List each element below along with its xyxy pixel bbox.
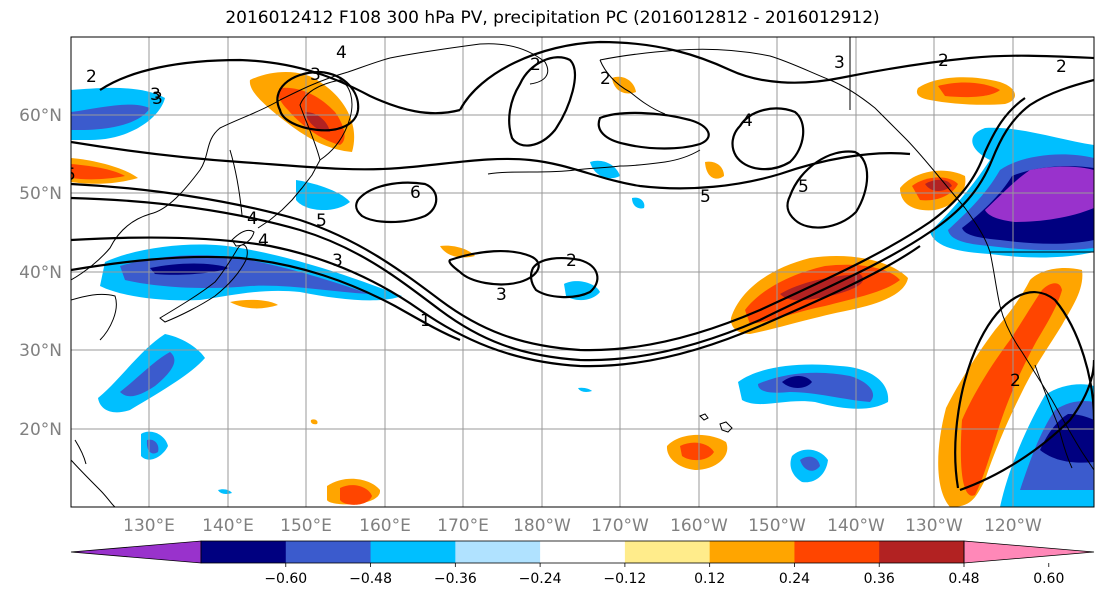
colorbar-tick-label: 0.24	[779, 571, 810, 587]
colorbar-bin	[879, 541, 965, 563]
lon-tick-label: 170°E	[437, 516, 489, 536]
gridlines	[71, 37, 1094, 507]
colorbar-bin	[370, 541, 456, 563]
contour-label: 2	[1056, 57, 1067, 77]
chart-title: 2016012412 F108 300 hPa PV, precipitatio…	[225, 8, 880, 28]
contour-label: 5	[65, 165, 76, 185]
lat-tick-label: 20°N	[19, 420, 62, 440]
lat-tick-label: 50°N	[19, 184, 62, 204]
lon-tick-label: 180°W	[513, 516, 571, 536]
colorbar-bin	[201, 541, 287, 563]
contour-label: 4	[336, 43, 347, 63]
contour-label: 3	[834, 53, 845, 73]
coastlines	[71, 37, 1094, 507]
colorbar-extend-low	[70, 540, 202, 564]
lon-tick-label: 160°W	[670, 516, 728, 536]
contour-label: 3	[310, 65, 321, 85]
contour-labels: 2 3 4 2 3 2 4 5 6 5 4 3 1 2 3 4 5 3 2 2 …	[65, 43, 1067, 391]
contour-label: 5	[700, 187, 711, 207]
contour-label: 2	[86, 67, 97, 87]
contour-label: 5	[316, 211, 327, 231]
colorbar-tick-label: 0.48	[948, 571, 979, 587]
lon-tick-label: 160°E	[359, 516, 411, 536]
map-frame	[70, 36, 1095, 508]
colorbar-bin	[709, 541, 795, 563]
contour-label: 5	[798, 177, 809, 197]
lat-axis: 60°N 50°N 40°N 30°N 20°N	[19, 106, 62, 440]
lat-tick-label: 40°N	[19, 263, 62, 283]
contour-label: 2	[530, 55, 541, 75]
lon-axis: 130°E 140°E 150°E 160°E 170°E 180°W 170°…	[123, 516, 1042, 536]
colorbar-tick-label: 0.12	[694, 571, 725, 587]
colorbar-bin	[540, 541, 626, 563]
lon-tick-label: 130°W	[905, 516, 963, 536]
lat-tick-label: 30°N	[19, 341, 62, 361]
lon-tick-label: 150°W	[748, 516, 806, 536]
contour-label: 1	[420, 311, 431, 331]
contour-label: 2	[600, 69, 611, 89]
lon-tick-label: 140°W	[827, 516, 885, 536]
contour-label: 6	[410, 183, 421, 203]
contour-label: 3	[332, 251, 343, 271]
pv-contours	[71, 40, 1094, 492]
contour-label: 4	[247, 209, 258, 229]
lon-tick-label: 130°E	[123, 516, 175, 536]
contour-label: 2	[566, 251, 577, 271]
lat-tick-label: 60°N	[19, 106, 62, 126]
colorbar-tick-label: 0.60	[1033, 571, 1064, 587]
colorbar-bin	[794, 541, 880, 563]
colorbar-extend-high	[963, 540, 1095, 564]
lon-tick-label: 170°W	[591, 516, 649, 536]
colorbar-bin	[455, 541, 541, 563]
contour-label: 3	[150, 85, 161, 105]
colorbar: −0.60 −0.48 −0.36 −0.24 −0.12 0.12 0.24 0.36 0.4…	[70, 540, 1095, 587]
colorbar-bin	[624, 541, 711, 563]
contour-label: 4	[742, 111, 753, 131]
colorbar-bin	[285, 541, 372, 563]
contour-label: 2	[938, 51, 949, 71]
colorbar-tick-label: −0.24	[519, 571, 562, 587]
colorbar-frame	[200, 540, 965, 564]
colorbar-tick-label: −0.12	[603, 571, 646, 587]
colorbar-tick-label: 0.36	[864, 571, 895, 587]
lon-tick-label: 120°W	[984, 516, 1042, 536]
colorbar-tick-label: −0.36	[434, 571, 477, 587]
contour-label: 3	[152, 89, 163, 109]
lon-tick-label: 150°E	[280, 516, 332, 536]
contour-label: 2	[1010, 371, 1021, 391]
contour-label: 3	[496, 285, 507, 305]
contour-label: 4	[258, 231, 269, 251]
colorbar-tick-label: −0.48	[349, 571, 392, 587]
lon-tick-label: 140°E	[202, 516, 254, 536]
colorbar-tick-label: −0.60	[264, 571, 307, 587]
